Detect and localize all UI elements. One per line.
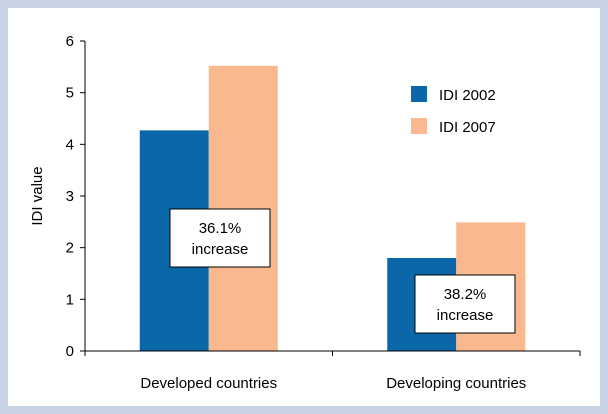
- category-labels: Developed countries Developing countries: [140, 375, 526, 392]
- y-axis-ticks: 0 1 2 3 4 5 6: [66, 33, 85, 360]
- y-tick-label: 6: [66, 33, 74, 50]
- y-tick-label: 0: [66, 343, 74, 360]
- category-label: Developed countries: [140, 375, 277, 392]
- annotation-box: [414, 274, 516, 334]
- legend-label: IDI 2002: [439, 87, 496, 104]
- y-tick-label: 2: [66, 240, 74, 257]
- bar-chart: 0 1 2 3 4 5 6 Developed countries Developing co…: [29, 33, 581, 392]
- y-tick-label: 4: [66, 136, 74, 153]
- y-tick-label: 1: [66, 291, 74, 308]
- y-tick-label: 3: [66, 188, 74, 205]
- bar-idi-2007-developed: [208, 65, 278, 352]
- annotation-label: increase: [192, 241, 249, 258]
- legend-swatch: [411, 118, 427, 134]
- category-label: Developing countries: [386, 375, 526, 392]
- annotation-percent: 36.1%: [199, 220, 242, 237]
- annotation-percent: 38.2%: [444, 286, 487, 303]
- y-axis-title: IDI value: [29, 166, 46, 225]
- y-tick-label: 5: [66, 85, 74, 102]
- annotation-box: [169, 208, 271, 268]
- x-axis-ticks: [84, 351, 581, 356]
- legend-label: IDI 2007: [439, 119, 496, 136]
- annotations: 36.1% increase 38.2% increase: [169, 208, 516, 334]
- chart-panel: 0 1 2 3 4 5 6 Developed countries Developing co…: [8, 8, 600, 406]
- legend-swatch: [411, 86, 427, 102]
- legend: IDI 2002 IDI 2007: [411, 86, 496, 136]
- annotation-label: increase: [437, 307, 494, 324]
